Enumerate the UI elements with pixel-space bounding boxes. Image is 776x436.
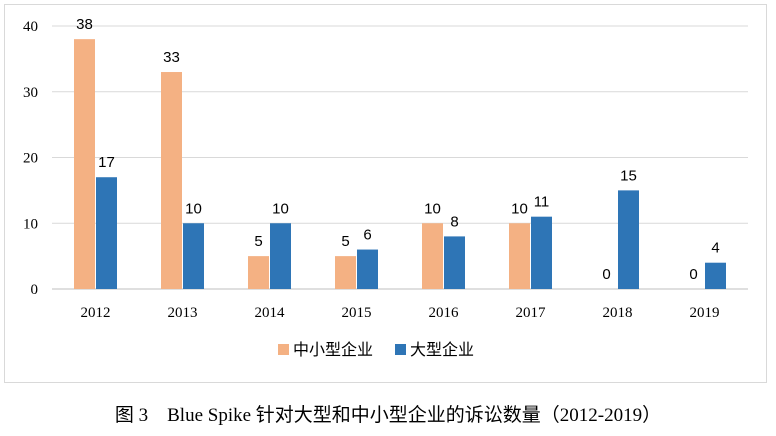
y-tick-label-40: 40	[23, 19, 38, 35]
y-tick-label-20: 20	[23, 151, 38, 167]
legend-label-1: 中小型企业	[293, 340, 373, 359]
x-tick-label-2017: 2017	[516, 305, 547, 321]
x-tick-label-2012: 2012	[81, 305, 111, 321]
data-label-1-2018: 0	[602, 266, 610, 283]
y-tick-label-0: 0	[31, 282, 39, 298]
bar-1-2012	[74, 39, 95, 290]
figure-caption: 图 3 Blue Spike 针对大型和中小型企业的诉讼数量（2012-2019…	[114, 405, 662, 426]
bar-2-2014	[270, 223, 291, 289]
bar-1-2016	[422, 223, 443, 289]
data-label-1-2015: 5	[341, 233, 349, 250]
y-tick-label-30: 30	[23, 85, 38, 101]
bar-2-2015	[357, 249, 378, 289]
bar-2-2013	[183, 223, 204, 289]
bar-2-2017	[531, 216, 552, 289]
data-label-1-2019: 0	[689, 266, 697, 283]
bar-1-2015	[335, 256, 356, 289]
data-label-1-2012: 38	[76, 16, 93, 33]
bar-2-2016	[444, 236, 465, 289]
data-label-2-2013: 10	[185, 200, 202, 217]
data-label-2-2017: 11	[534, 194, 550, 211]
x-tick-label-2016: 2016	[429, 305, 460, 321]
data-label-2-2012: 17	[98, 154, 115, 171]
data-label-2-2016: 8	[450, 213, 458, 230]
x-tick-label-2018: 2018	[603, 305, 633, 321]
data-label-2-2018: 15	[620, 167, 637, 184]
chart-frame	[4, 4, 767, 383]
bar-2-2018	[618, 190, 639, 289]
bar-2-2019	[705, 262, 726, 289]
data-label-2-2019: 4	[711, 240, 719, 257]
bar-2-2012	[96, 177, 117, 289]
data-label-1-2014: 5	[254, 233, 262, 250]
y-tick-label-10: 10	[23, 216, 38, 232]
bar-1-2017	[509, 223, 530, 289]
data-label-2-2014: 10	[272, 200, 289, 217]
x-tick-label-2015: 2015	[342, 305, 372, 321]
data-label-1-2017: 10	[511, 200, 528, 217]
data-label-1-2013: 33	[163, 49, 180, 66]
x-tick-label-2014: 2014	[255, 305, 286, 321]
x-tick-label-2013: 2013	[168, 305, 198, 321]
legend-swatch-1	[278, 344, 289, 355]
legend-swatch-2	[395, 344, 406, 355]
data-label-2-2015: 6	[363, 227, 371, 244]
bar-1-2014	[248, 256, 269, 289]
bar-1-2013	[161, 72, 182, 290]
data-label-1-2016: 10	[424, 200, 441, 217]
legend-label-2: 大型企业	[410, 340, 474, 359]
x-tick-label-2019: 2019	[690, 305, 720, 321]
